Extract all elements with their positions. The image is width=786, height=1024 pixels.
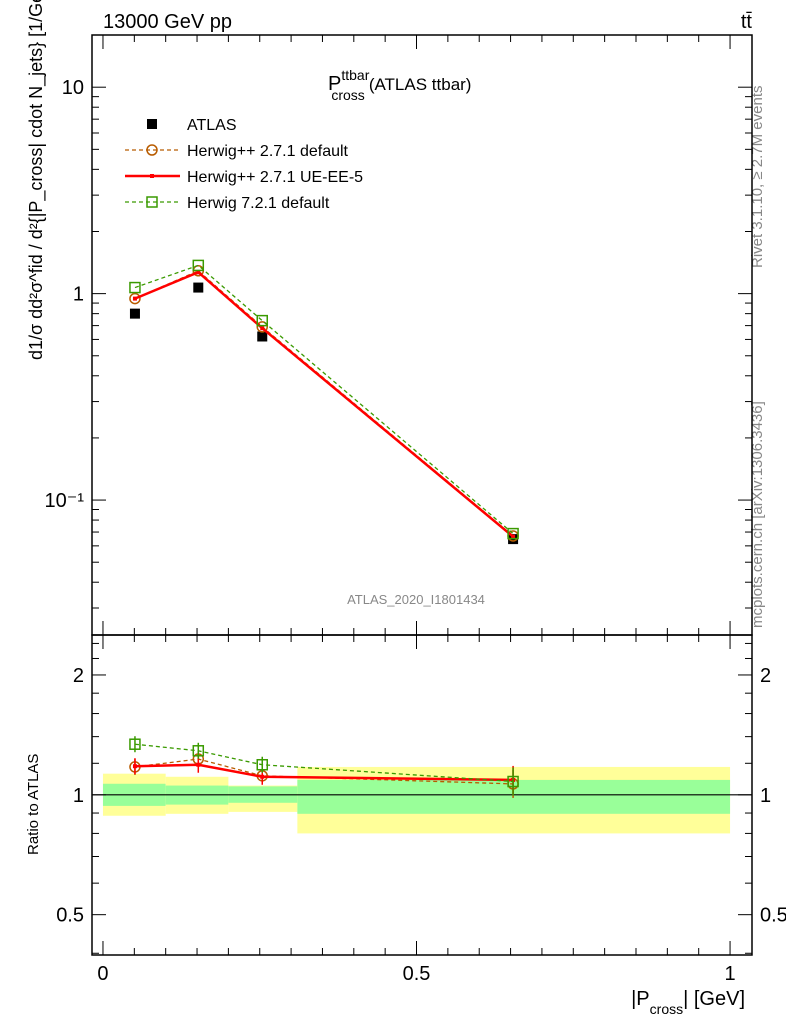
ratio-point — [196, 762, 201, 767]
data-point — [256, 314, 269, 327]
series-line — [134, 264, 514, 535]
ratio-series-line — [134, 743, 514, 783]
data-point — [257, 331, 268, 342]
data-point — [511, 534, 516, 539]
watermark: ATLAS_2020_I1801434 — [347, 592, 485, 607]
legend-marker — [146, 144, 158, 156]
ratio-series-line — [134, 758, 514, 785]
header-left: 13000 GeV pp — [103, 11, 232, 33]
ratio-point — [507, 775, 519, 788]
ratio-point — [129, 738, 141, 750]
data-point — [256, 321, 269, 333]
main-title: Pttbar cross(ATLAS ttbar) — [328, 67, 471, 103]
ratio-y-tick-label-right: 1 — [760, 785, 771, 807]
y-tick-label: 10 — [62, 77, 84, 99]
legend-label: Herwig++ 2.7.1 UE-EE-5 — [187, 169, 363, 186]
legend-label: Herwig++ 2.7.1 default — [187, 143, 349, 160]
ratio-point — [256, 758, 269, 771]
series-line — [134, 270, 514, 538]
rivet-label: Rivet 3.1.10, ≥ 2.7M events — [749, 86, 766, 269]
ratio-point — [260, 774, 265, 779]
ratio-series-line — [134, 763, 514, 782]
data-point — [129, 281, 141, 294]
header-right: tt̄ — [741, 11, 753, 33]
ratio-y-tick-label: 1 — [73, 785, 84, 807]
x-tick-label: 0 — [97, 963, 108, 985]
ratio-point — [132, 764, 137, 769]
data-point — [192, 259, 205, 272]
legend-label: Herwig 7.2.1 default — [187, 195, 330, 212]
ratio-y-tick-label: 0.5 — [56, 905, 84, 927]
data-point — [507, 527, 519, 540]
ratio-y-tick-label: 2 — [73, 665, 84, 687]
legend-marker — [146, 196, 158, 208]
data-point — [196, 270, 201, 275]
ratio-y-tick-label-right: 2 — [760, 665, 771, 687]
series-line — [134, 270, 514, 537]
legend-marker — [150, 174, 154, 178]
x-tick-label: 1 — [724, 963, 735, 985]
ratio-y-axis-label: Ratio to ATLAS — [25, 754, 42, 855]
x-tick-label: 0.5 — [403, 963, 431, 985]
data-point — [129, 292, 141, 305]
ratio-panel: 2 2 1 1 0.5 0.5 0 0.5 1 — [56, 634, 786, 985]
ratio-point — [192, 745, 205, 757]
data-point — [132, 296, 137, 301]
data-point — [260, 326, 265, 331]
data-point — [129, 308, 140, 319]
y-tick-label: 1 — [73, 284, 84, 306]
data-point — [193, 282, 204, 293]
y-axis-label: d1/σ dd²σ^fid / d²{|P_cross| cdot N_jets… — [26, 0, 47, 360]
y-tick-label: 10⁻¹ — [45, 490, 85, 512]
legend: ATLAS Herwig++ 2.7.1 default Herwig++ 2.7.… — [125, 117, 363, 212]
x-axis-label: |Pcross| [GeV] — [631, 988, 745, 1017]
mcplots-label: mcplots.cern.ch [arXiv:1306.3436] — [749, 401, 766, 628]
ratio-y-tick-label-right: 0.5 — [760, 905, 786, 927]
legend-marker — [147, 119, 157, 129]
legend-label: ATLAS — [187, 117, 237, 134]
